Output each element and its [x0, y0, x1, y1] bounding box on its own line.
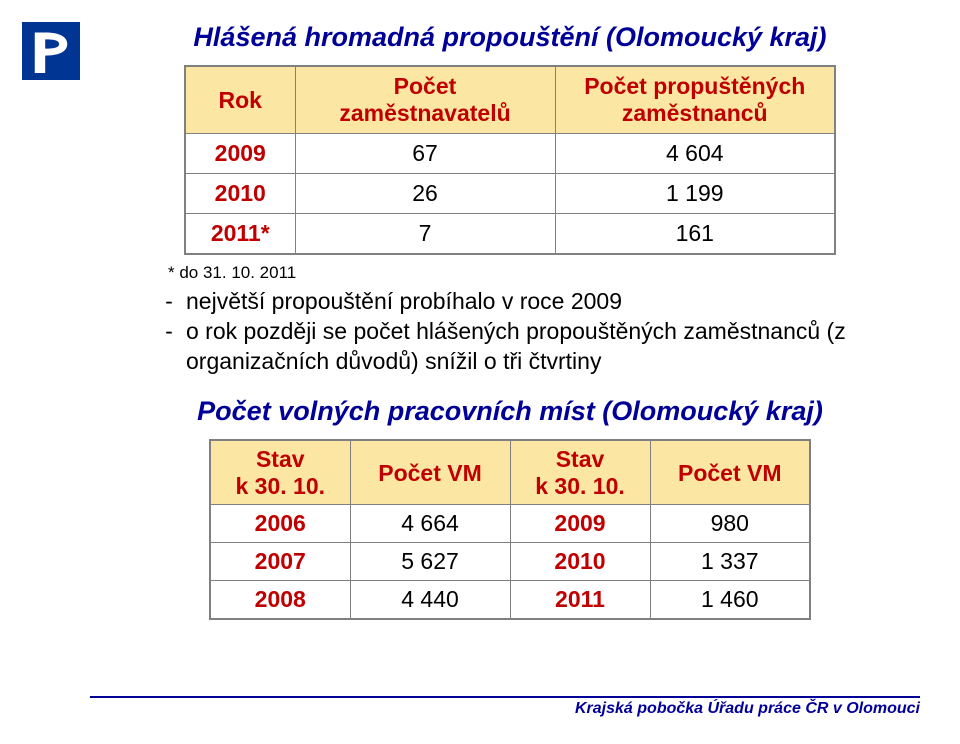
t2-r1-y1: 2007	[210, 543, 350, 581]
bullet-list: - největší propouštění probíhalo v roce …	[152, 287, 910, 376]
t2-r2-y2: 2011	[510, 581, 650, 620]
t2-r0-v2: 980	[650, 505, 810, 543]
t1-r0-c2: 4 604	[555, 134, 835, 174]
t1-r1-c2: 1 199	[555, 174, 835, 214]
t2-h3: Počet VM	[650, 440, 810, 504]
t1-h1: Počet zaměstnavatelů	[295, 66, 555, 134]
table-row: 2006 4 664 2009 980	[210, 505, 810, 543]
page-title: Hlášená hromadná propouštění (Olomoucký …	[110, 22, 910, 53]
table-propousteni: Rok Počet zaměstnavatelů Počet propuštěn…	[184, 65, 836, 255]
table-row: 2008 4 440 2011 1 460	[210, 581, 810, 620]
table-row: 2007 5 627 2010 1 337	[210, 543, 810, 581]
section-subtitle: Počet volných pracovních míst (Olomoucký…	[110, 396, 910, 427]
t2-r1-v2: 1 337	[650, 543, 810, 581]
t2-r0-y1: 2006	[210, 505, 350, 543]
t1-r2-c2: 161	[555, 214, 835, 255]
t2-r0-v1: 4 664	[350, 505, 510, 543]
bullet-dash-icon: -	[152, 317, 186, 346]
t1-h0: Rok	[185, 66, 295, 134]
list-item: - o rok později se počet hlášených propo…	[152, 317, 910, 376]
bullet-dash-icon: -	[152, 287, 186, 316]
logo	[22, 22, 80, 80]
table-volna-mista: Stav k 30. 10. Počet VM Stav k 30. 10. P…	[209, 439, 811, 620]
t1-r0-c1: 67	[295, 134, 555, 174]
bullet-text: o rok později se počet hlášených propouš…	[186, 317, 910, 376]
t2-h0: Stav k 30. 10.	[210, 440, 350, 504]
table-row: 2010 26 1 199	[185, 174, 835, 214]
t2-r2-y1: 2008	[210, 581, 350, 620]
page-footer: Krajská pobočka Úřadu práce ČR v Olomouc…	[90, 696, 920, 718]
table-row: 2011* 7 161	[185, 214, 835, 255]
t2-h2: Stav k 30. 10.	[510, 440, 650, 504]
t2-r2-v2: 1 460	[650, 581, 810, 620]
t2-r1-y2: 2010	[510, 543, 650, 581]
table-row: 2009 67 4 604	[185, 134, 835, 174]
t2-r2-v1: 4 440	[350, 581, 510, 620]
t1-r1-c1: 26	[295, 174, 555, 214]
t1-r1-rok: 2010	[185, 174, 295, 214]
t2-h1: Počet VM	[350, 440, 510, 504]
bullet-text: největší propouštění probíhalo v roce 20…	[186, 287, 910, 316]
t1-r2-rok: 2011*	[185, 214, 295, 255]
list-item: - největší propouštění probíhalo v roce …	[152, 287, 910, 316]
t1-r2-c1: 7	[295, 214, 555, 255]
t2-r1-v1: 5 627	[350, 543, 510, 581]
t2-r0-y2: 2009	[510, 505, 650, 543]
t1-h2: Počet propuštěných zaměstnanců	[555, 66, 835, 134]
t1-r0-rok: 2009	[185, 134, 295, 174]
footnote: * do 31. 10. 2011	[168, 263, 910, 283]
